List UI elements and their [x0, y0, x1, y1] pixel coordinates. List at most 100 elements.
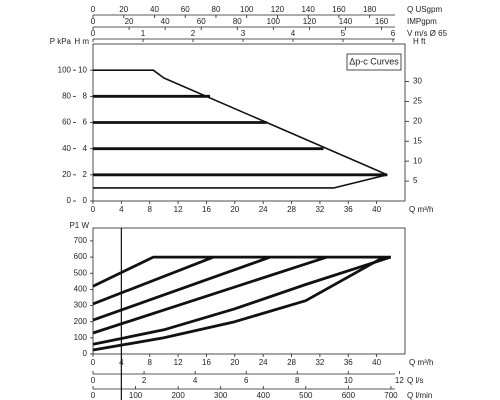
x2-tick-label: 100 — [129, 391, 143, 400]
x-tick-label: 8 — [148, 205, 153, 214]
curve — [93, 174, 388, 189]
x2-tick-label: 200 — [171, 391, 185, 400]
legend-box — [346, 53, 402, 71]
x2-tick-label: 5 — [341, 29, 346, 38]
y2-tick-label: 15 — [413, 136, 422, 145]
x-tick-label: 16 — [202, 358, 211, 367]
x2-axis-label: Q l/s — [407, 376, 423, 385]
y2-tick-label: 60 — [62, 118, 71, 127]
x-tick-label: 24 — [259, 205, 268, 214]
x2-tick-label: 700 — [384, 391, 398, 400]
x2-tick-label: 6 — [244, 376, 249, 385]
x2-tick-label: 0 — [91, 391, 96, 400]
plot-frame — [92, 227, 406, 355]
x-tick-label: 24 — [259, 358, 268, 367]
x2-tick-label: 400 — [257, 391, 271, 400]
x2-axis-label: Q USgpm — [407, 5, 442, 14]
y-tick-label: 2 — [83, 170, 88, 179]
x2-axis-label: IMPgpm — [407, 17, 437, 26]
y2-axis-label: H ft — [413, 37, 426, 46]
x2-tick-label: 40 — [150, 5, 159, 14]
x2-tick-label: 180 — [363, 5, 377, 14]
x2-tick-label: 4 — [291, 29, 296, 38]
x2-tick-label: 160 — [332, 5, 346, 14]
x-tick-label: 12 — [174, 358, 183, 367]
x2-tick-label: 0 — [91, 5, 96, 14]
y-tick-label: 200 — [74, 317, 88, 326]
x-tick-label: 8 — [148, 358, 153, 367]
x-tick-label: 20 — [230, 205, 239, 214]
x2-tick-label: 120 — [271, 5, 285, 14]
y-tick-label: 700 — [74, 236, 88, 245]
y-tick-label: 6 — [83, 118, 88, 127]
y2-tick-label: 40 — [62, 144, 71, 153]
x2-tick-label: 300 — [214, 391, 228, 400]
y2-tick-label: 25 — [413, 96, 422, 105]
x2-axis-label: V m/s Ø 65 — [407, 29, 448, 38]
y2-tick-label: 10 — [413, 156, 422, 165]
x2-tick-label: 100 — [240, 5, 254, 14]
x2-tick-label: 60 — [197, 17, 206, 26]
x-tick-label: 0 — [91, 205, 96, 214]
x-tick-label: 4 — [119, 205, 124, 214]
x-tick-label: 28 — [287, 205, 296, 214]
x2-tick-label: 60 — [181, 5, 190, 14]
x2-tick-label: 120 — [303, 17, 317, 26]
x2-tick-label: 1 — [141, 29, 146, 38]
x-tick-label: 0 — [91, 358, 96, 367]
x2-tick-label: 3 — [241, 29, 246, 38]
x2-tick-label: 100 — [267, 17, 281, 26]
y-tick-label: 600 — [74, 252, 88, 261]
x-tick-label: 16 — [202, 205, 211, 214]
y-tick-label: 4 — [83, 144, 88, 153]
y2-tick-label: 30 — [413, 77, 422, 86]
x2-tick-label: 2 — [191, 29, 196, 38]
x-tick-label: 28 — [287, 358, 296, 367]
x2-tick-label: 8 — [295, 376, 300, 385]
y-axis-label: H m — [74, 37, 89, 46]
x-tick-label: 40 — [372, 205, 381, 214]
x2-tick-label: 0 — [91, 17, 96, 26]
x2-tick-label: 20 — [119, 5, 128, 14]
x2-axis-label: Q l/min — [407, 391, 432, 400]
y-tick-label: 300 — [74, 301, 88, 310]
y-tick-label: 400 — [74, 284, 88, 293]
legend-text: Δp-c Curves — [349, 56, 399, 66]
x2-tick-label: 10 — [344, 376, 353, 385]
y2-tick-label: 0 — [67, 196, 72, 205]
curve — [93, 69, 388, 176]
x2-tick-label: 4 — [193, 376, 198, 385]
x-tick-label: 20 — [230, 358, 239, 367]
x-tick-label: 32 — [315, 205, 324, 214]
x-tick-label: 12 — [174, 205, 183, 214]
curve — [92, 255, 271, 322]
y-axis-label: P1 W — [69, 221, 89, 230]
curve — [92, 255, 328, 335]
curve — [92, 255, 215, 306]
curve — [92, 255, 391, 288]
y2-tick-label: 20 — [62, 170, 71, 179]
y2-axis-label: P kPa — [50, 37, 72, 46]
x2-tick-label: 12 — [395, 376, 404, 385]
x2-tick-label: 500 — [299, 391, 313, 400]
x2-tick-label: 600 — [342, 391, 356, 400]
y-tick-label: 100 — [74, 333, 88, 342]
x2-tick-label: 80 — [233, 17, 242, 26]
x2-tick-label: 80 — [212, 5, 221, 14]
y-tick-label: 8 — [83, 91, 88, 100]
y-tick-label: 0 — [83, 196, 88, 205]
y2-tick-label: 100 — [58, 65, 72, 74]
x2-tick-label: 20 — [125, 17, 134, 26]
curve — [92, 255, 392, 346]
curve — [92, 255, 385, 352]
x-axis-label: Q m³/h — [409, 205, 433, 214]
x2-tick-label: 140 — [339, 17, 353, 26]
x2-tick-label: 140 — [301, 5, 315, 14]
y2-tick-label: 5 — [413, 176, 418, 185]
y2-tick-label: 80 — [62, 91, 71, 100]
y2-tick-label: 20 — [413, 116, 422, 125]
x2-tick-label: 0 — [91, 376, 96, 385]
x2-tick-label: 40 — [161, 17, 170, 26]
x2-tick-label: 2 — [142, 376, 147, 385]
